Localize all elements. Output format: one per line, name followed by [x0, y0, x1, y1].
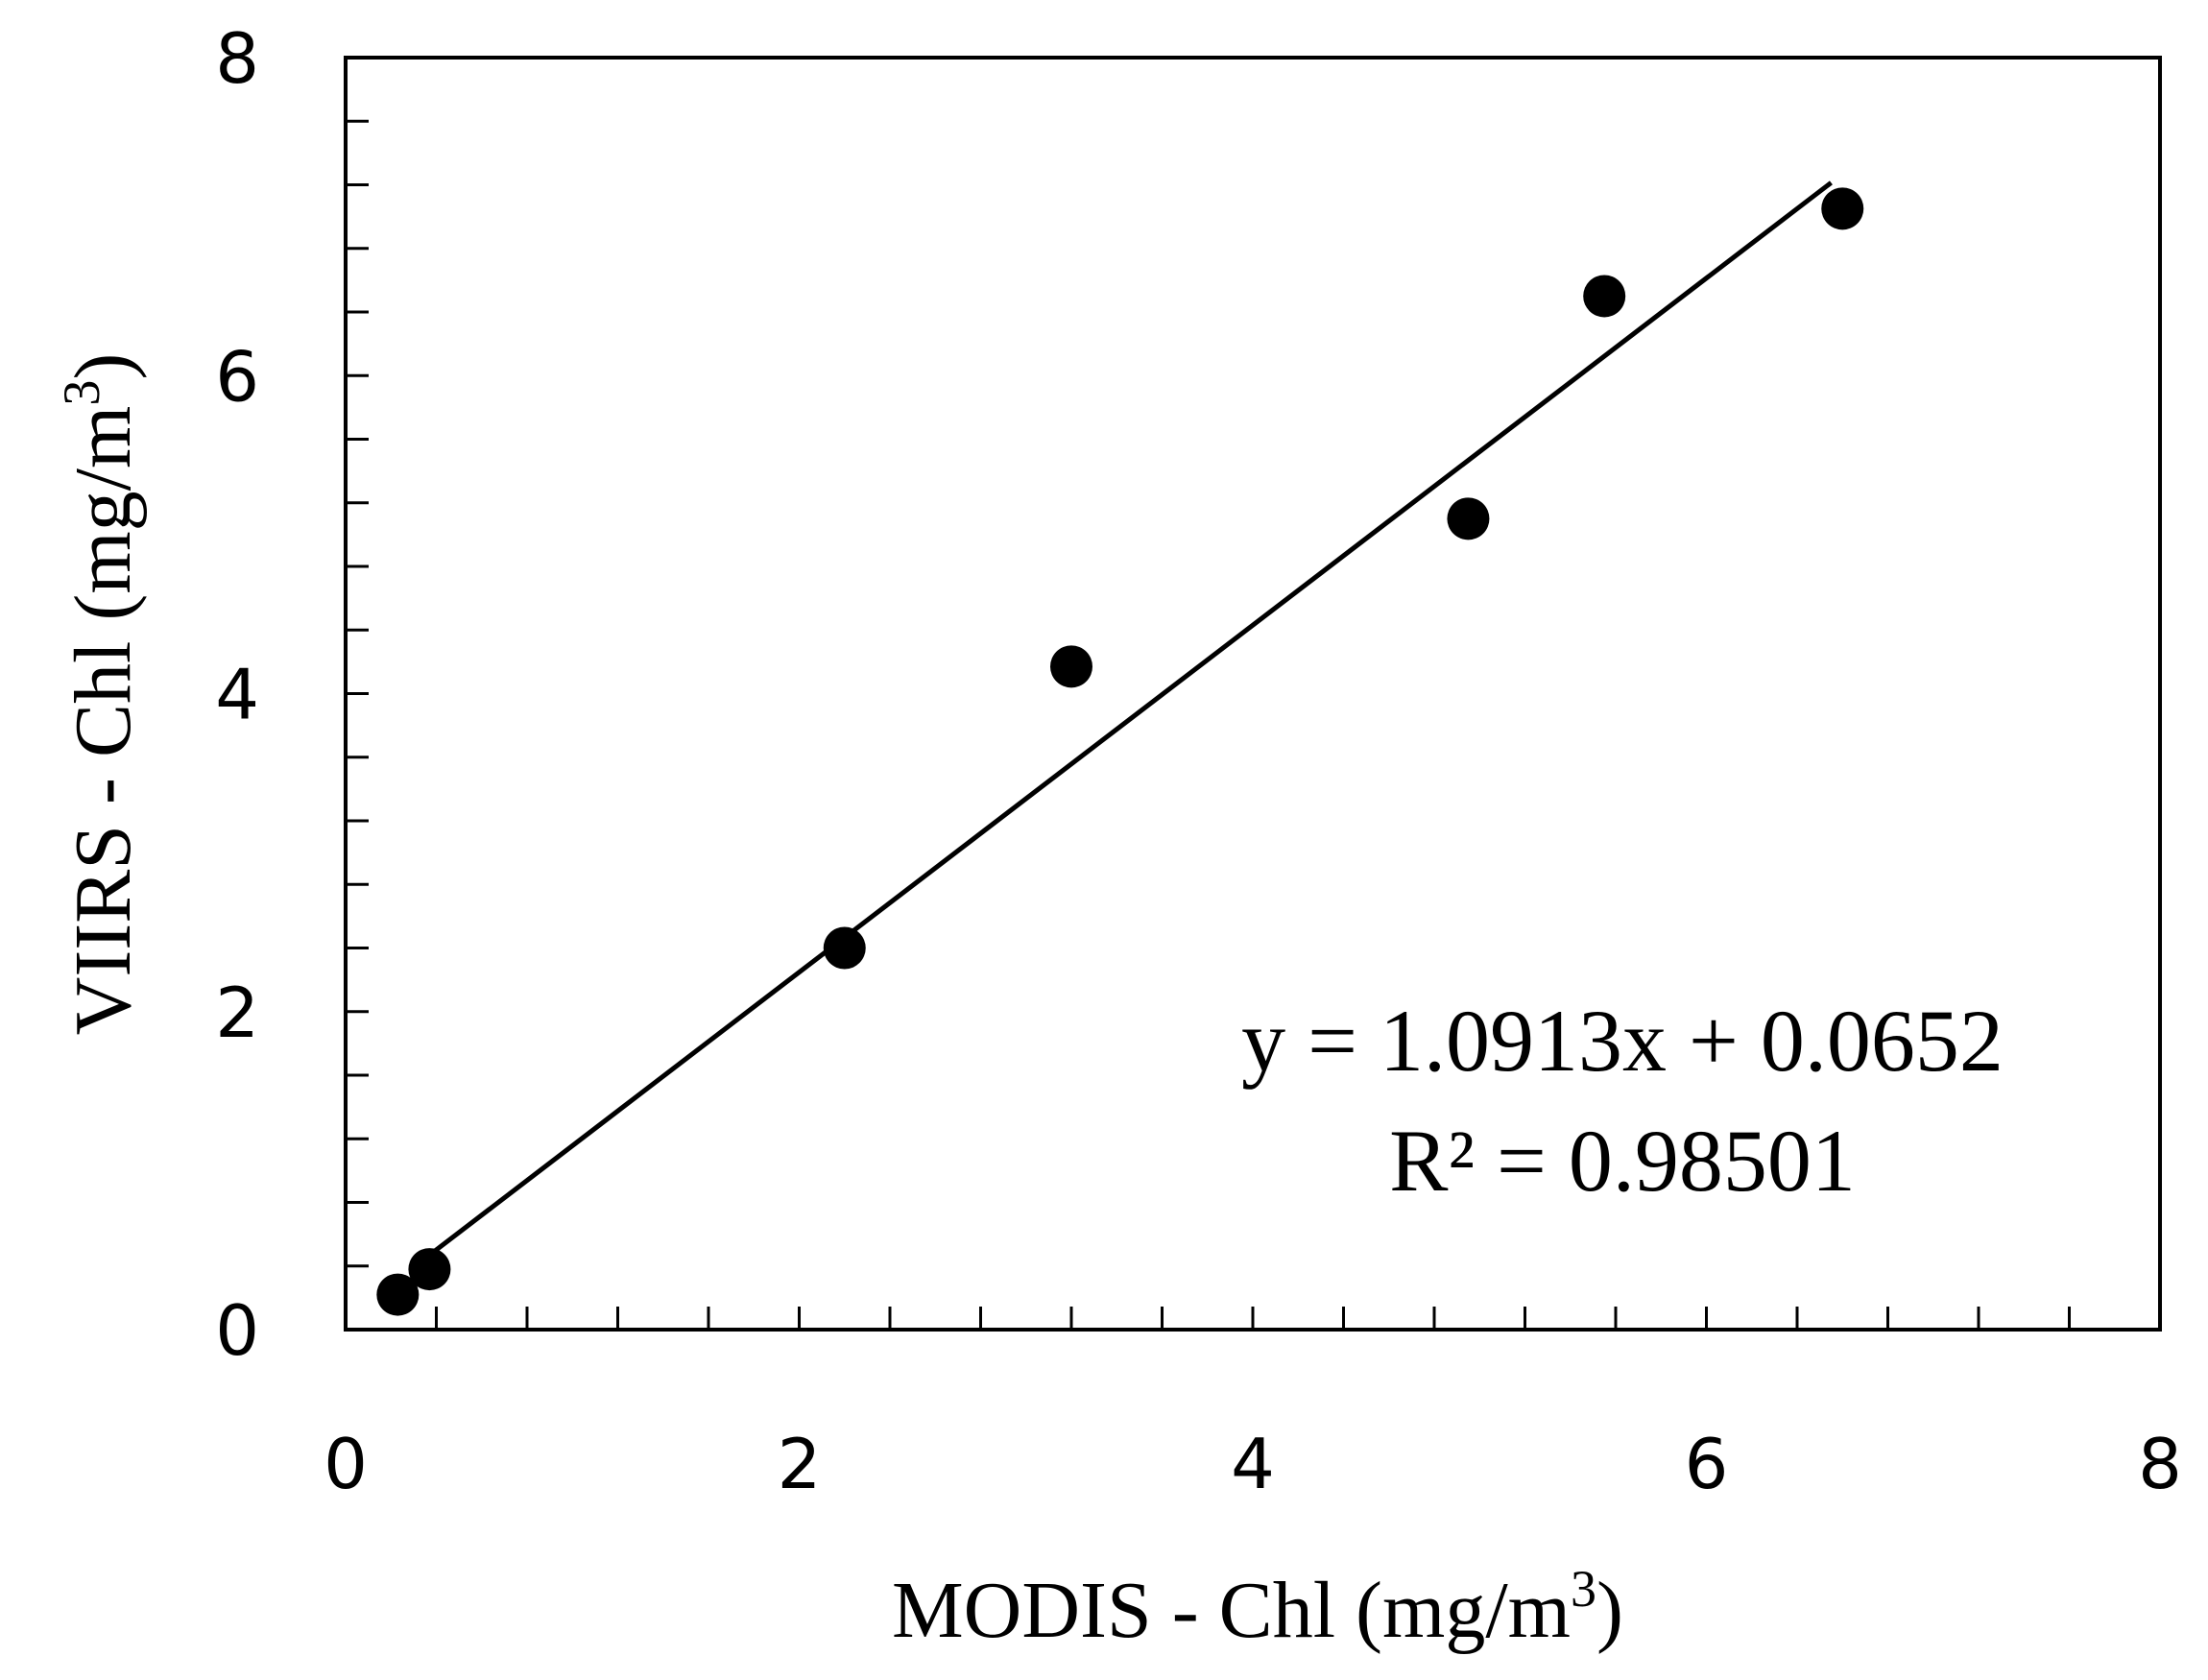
x-tick-label: 4 — [1231, 1424, 1275, 1504]
data-point — [1050, 645, 1092, 688]
data-point — [408, 1248, 451, 1291]
x-tick-label: 6 — [1685, 1424, 1729, 1504]
data-point — [823, 926, 866, 970]
x-tick-label: 2 — [778, 1424, 822, 1504]
y-axis-title-text: VIIRS - Chl (mg/m — [59, 406, 148, 1036]
x-tick-label: 0 — [324, 1424, 368, 1504]
data-point — [1583, 275, 1626, 318]
equation-label: y = 1.0913x + 0.0652 — [1241, 992, 2004, 1090]
x-tick-label: 8 — [2138, 1424, 2182, 1504]
y-axis-title: VIIRS - Chl (mg/m3) — [53, 353, 148, 1036]
x-tick-labels: 0 2 4 6 8 — [324, 1424, 2182, 1504]
x-axis-title-text: MODIS - Chl (mg/m — [892, 1566, 1571, 1655]
y-tick-label: 6 — [215, 336, 259, 417]
r-squared-label: R² = 0.98501 — [1389, 1112, 1856, 1210]
data-points — [376, 187, 1864, 1316]
y-axis-title-superscript: 3 — [53, 380, 110, 406]
y-axis-title-close: ) — [59, 353, 148, 380]
data-point — [1821, 187, 1864, 230]
y-tick-label: 2 — [215, 972, 259, 1053]
x-axis-title-close: ) — [1596, 1566, 1623, 1655]
data-point — [376, 1273, 420, 1316]
y-tick-label: 4 — [215, 655, 259, 735]
y-tick-label: 0 — [215, 1290, 259, 1371]
trendline — [427, 180, 1833, 1258]
y-tick-label: 8 — [215, 18, 259, 99]
x-axis-title-superscript: 3 — [1571, 1560, 1596, 1618]
x-axis-title: MODIS - Chl (mg/m3) — [892, 1560, 1623, 1655]
y-tick-labels: 0 2 4 6 8 — [215, 18, 259, 1371]
data-point — [1447, 497, 1490, 540]
plot-frame — [344, 56, 2162, 1332]
minor-ticks — [346, 119, 2071, 1330]
